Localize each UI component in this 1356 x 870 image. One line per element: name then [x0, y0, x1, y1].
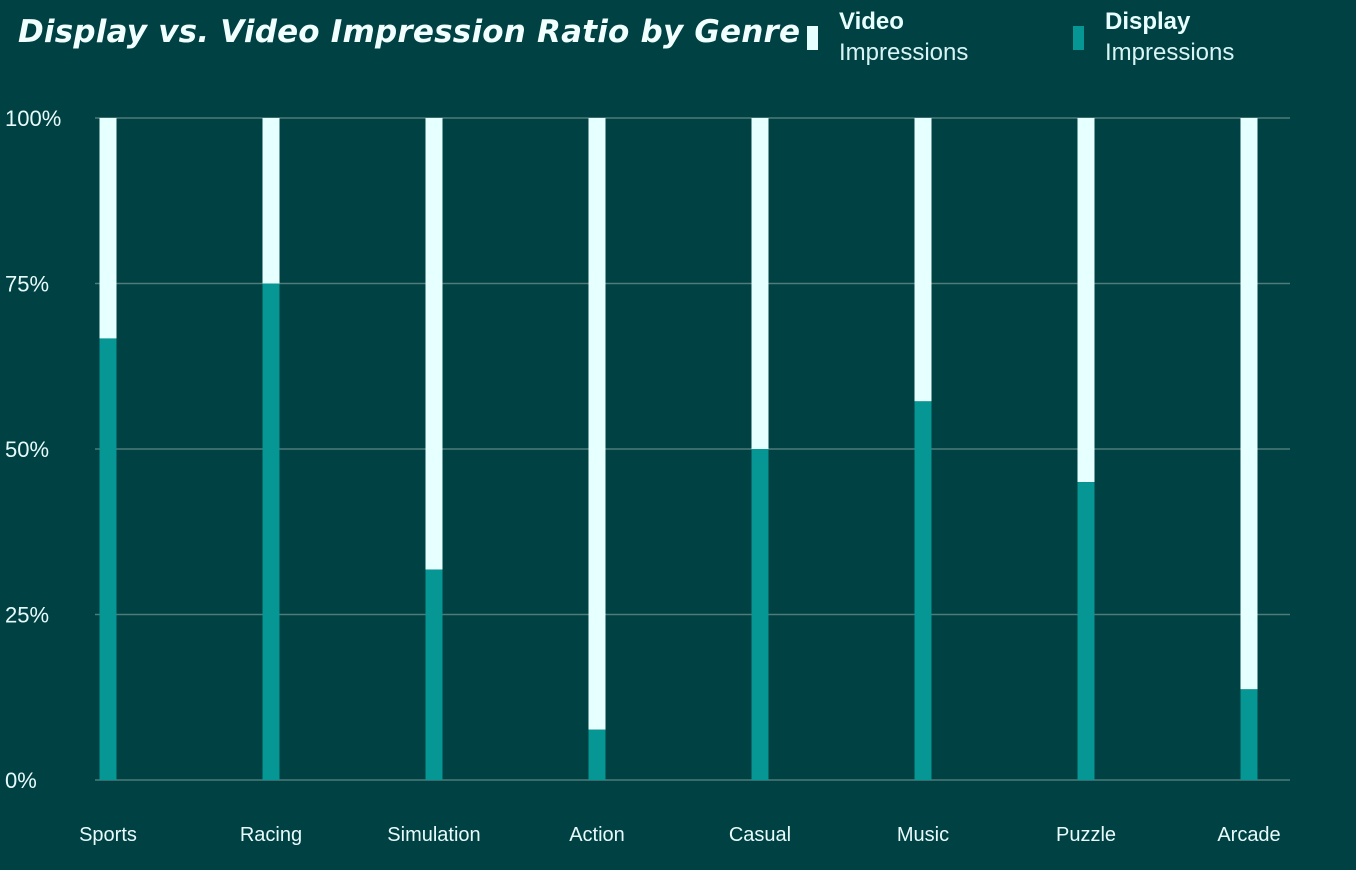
- legend-video-title: Video: [839, 8, 904, 35]
- bar-video-simulation: [425, 118, 443, 570]
- x-tick-label: Puzzle: [1056, 824, 1116, 846]
- legend-display-title: Display: [1105, 8, 1191, 35]
- x-tick-label: Arcade: [1217, 824, 1280, 846]
- bar-display-arcade: [1240, 689, 1258, 780]
- x-tick-label: Casual: [729, 824, 791, 846]
- bar-video-sports: [99, 118, 117, 339]
- chart-title: Display vs. Video Impression Ratio by Ge…: [18, 14, 801, 50]
- bar-display-sports: [99, 338, 117, 780]
- bar-video-arcade: [1240, 118, 1258, 690]
- bar-display-simulation: [425, 569, 443, 780]
- bar-display-puzzle: [1077, 482, 1095, 780]
- x-tick-label: Racing: [240, 824, 302, 846]
- bar-display-action: [588, 729, 606, 780]
- y-tick-label: 0%: [5, 768, 37, 793]
- x-tick-label: Music: [897, 824, 949, 846]
- bar-video-racing: [262, 118, 280, 284]
- x-tick-label: Sports: [79, 824, 137, 846]
- legend-swatch-video: [807, 26, 818, 50]
- bar-display-casual: [751, 449, 769, 780]
- legend-swatch-display: [1073, 26, 1084, 50]
- legend-video-subtitle: Impressions: [839, 39, 969, 66]
- bar-video-action: [588, 118, 606, 730]
- y-tick-label: 100%: [5, 106, 61, 131]
- bar-display-racing: [262, 283, 280, 780]
- bar-display-music: [914, 401, 932, 780]
- x-tick-label: Action: [569, 824, 625, 846]
- legend-display-subtitle: Impressions: [1105, 39, 1235, 66]
- bar-video-casual: [751, 118, 769, 449]
- y-tick-label: 50%: [5, 437, 49, 462]
- bar-video-music: [914, 118, 932, 402]
- y-tick-label: 25%: [5, 603, 49, 628]
- x-tick-label: Simulation: [387, 824, 480, 846]
- y-tick-label: 75%: [5, 272, 49, 297]
- bar-video-puzzle: [1077, 118, 1095, 483]
